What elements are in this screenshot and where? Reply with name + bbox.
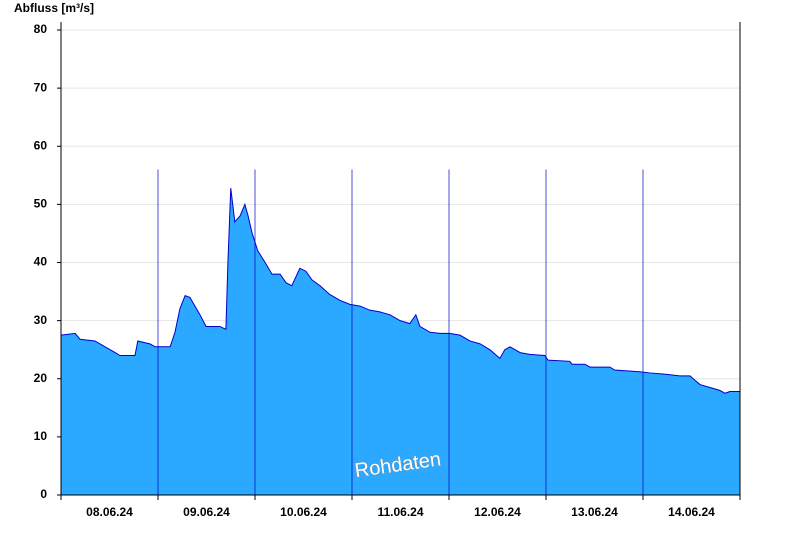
- x-tick-label: 13.06.24: [571, 505, 618, 519]
- y-axis-label: Abfluss [m³/s]: [14, 1, 94, 15]
- y-tick-label: 30: [34, 313, 48, 327]
- x-tick-label: 12.06.24: [474, 505, 521, 519]
- y-tick-label: 60: [34, 138, 48, 152]
- y-tick-label: 40: [34, 255, 48, 269]
- y-tick-label: 70: [34, 80, 48, 94]
- x-tick-label: 08.06.24: [86, 505, 133, 519]
- x-tick-label: 11.06.24: [377, 505, 423, 519]
- y-tick-label: 20: [34, 371, 48, 385]
- y-tick-label: 10: [34, 429, 48, 443]
- x-tick-label: 09.06.24: [183, 505, 230, 519]
- x-tick-label: 14.06.24: [668, 505, 715, 519]
- y-tick-label: 0: [40, 487, 47, 501]
- y-tick-label: 80: [34, 22, 48, 36]
- y-tick-label: 50: [34, 197, 48, 211]
- x-tick-label: 10.06.24: [280, 505, 327, 519]
- area: [61, 188, 740, 495]
- line: [60, 188, 740, 394]
